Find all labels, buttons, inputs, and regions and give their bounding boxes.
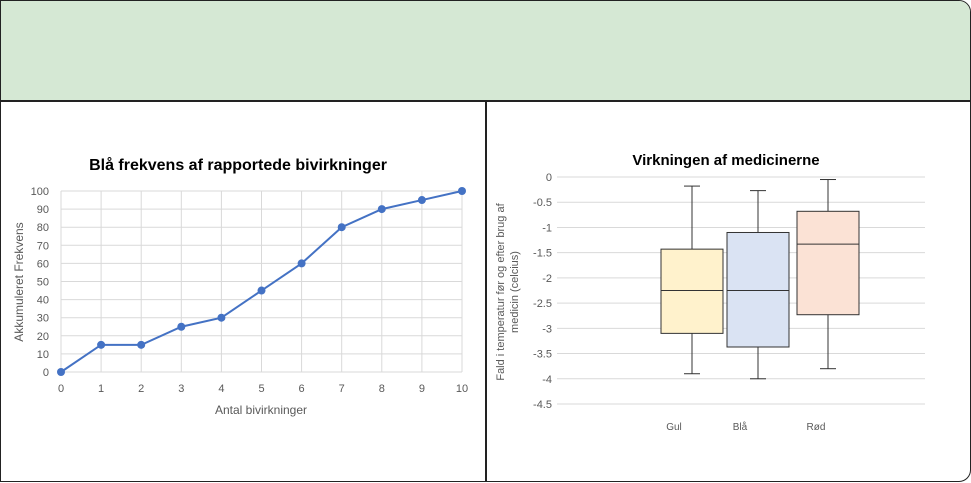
data-point bbox=[97, 340, 106, 349]
x-tick-label: 4 bbox=[218, 383, 224, 395]
x-axis-label: Antal bivirkninger bbox=[215, 403, 307, 417]
y-tick-label: 30 bbox=[37, 313, 49, 325]
right-chart-panel: 0 -0.5 -1 -1.5 -2 -2.5 -3 -3.5 -4 -4.5 Virkningen … bbox=[487, 102, 970, 481]
y-tick-label: 60 bbox=[37, 258, 49, 270]
category-label: Gul bbox=[666, 422, 682, 433]
chart-title: Blå frekvens af rapportede bivirkninger bbox=[89, 156, 387, 174]
y-tick-label: 40 bbox=[37, 295, 49, 307]
y-tick-label: 0 bbox=[546, 172, 552, 184]
x-tick-label: 5 bbox=[258, 383, 264, 395]
data-point bbox=[417, 196, 426, 205]
data-point bbox=[458, 187, 466, 195]
y-tick-label: 50 bbox=[37, 277, 49, 289]
x-tick-label: 8 bbox=[379, 383, 385, 395]
x-tick-label: 10 bbox=[456, 383, 468, 395]
y-tick-label: 10 bbox=[37, 349, 49, 361]
y-tick-label: 70 bbox=[37, 240, 49, 252]
data-point bbox=[57, 368, 65, 376]
category-label: Blå bbox=[733, 421, 748, 433]
y-tick-label: 0 bbox=[43, 367, 49, 379]
y-axis-label: Fald i temperatur før og efter brug af me… bbox=[495, 202, 521, 380]
y-axis-label-line: medicin (celcius) bbox=[509, 251, 521, 333]
box-0 bbox=[660, 248, 724, 334]
x-tick-label: 9 bbox=[419, 383, 425, 395]
y-axis-label: Akkumuleret Frekvens bbox=[12, 222, 26, 341]
data-point bbox=[137, 340, 146, 349]
x-tick-label: 1 bbox=[98, 383, 104, 395]
data-point bbox=[377, 205, 386, 214]
x-tick-label: 7 bbox=[339, 383, 345, 395]
x-tick-label: 2 bbox=[138, 383, 144, 395]
data-point bbox=[337, 223, 346, 232]
y-tick-label: -4.5 bbox=[533, 399, 552, 411]
y-tick-label: -1.5 bbox=[533, 248, 552, 260]
y-tick-label: -1 bbox=[542, 222, 552, 234]
data-point bbox=[257, 286, 266, 295]
y-tick-label: 80 bbox=[37, 222, 49, 234]
data-point bbox=[217, 313, 226, 322]
y-tick-label: -2.5 bbox=[533, 298, 552, 310]
y-tick-label: -4 bbox=[542, 374, 552, 386]
chart-title: Virkningen af medicinerne bbox=[632, 152, 819, 169]
box-2 bbox=[796, 210, 860, 316]
y-tick-label: -3 bbox=[542, 323, 552, 335]
left-chart-panel: 0 10 20 30 40 50 60 70 80 90 100 0 1 2 3 4 5 6 7 8 9 10 Blå fr… bbox=[1, 102, 487, 481]
y-tick-label: 90 bbox=[37, 204, 49, 216]
data-point bbox=[177, 322, 186, 331]
y-axis-label-line: Fald i temperatur før og efter brug af bbox=[495, 202, 507, 380]
medicine-effect-box-plot: 0 -0.5 -1 -1.5 -2 -2.5 -3 -3.5 -4 -4.5 Virkningen … bbox=[495, 152, 925, 433]
data-point bbox=[297, 259, 306, 268]
y-tick-label: 100 bbox=[31, 186, 49, 198]
x-tick-label: 0 bbox=[58, 383, 64, 395]
y-tick-label: -2 bbox=[542, 273, 552, 285]
y-tick-label: 20 bbox=[37, 331, 49, 343]
x-tick-label: 6 bbox=[299, 383, 305, 395]
x-tick-label: 3 bbox=[178, 383, 184, 395]
category-label: Rød bbox=[807, 422, 826, 433]
y-tick-label: -3.5 bbox=[533, 349, 552, 361]
cumulative-frequency-line-chart: 0 10 20 30 40 50 60 70 80 90 100 0 1 2 3 4 5 6 7 8 9 10 Blå fr… bbox=[12, 156, 468, 417]
header-band bbox=[1, 1, 970, 102]
box-1 bbox=[726, 231, 790, 348]
y-tick-label: -0.5 bbox=[533, 197, 552, 209]
